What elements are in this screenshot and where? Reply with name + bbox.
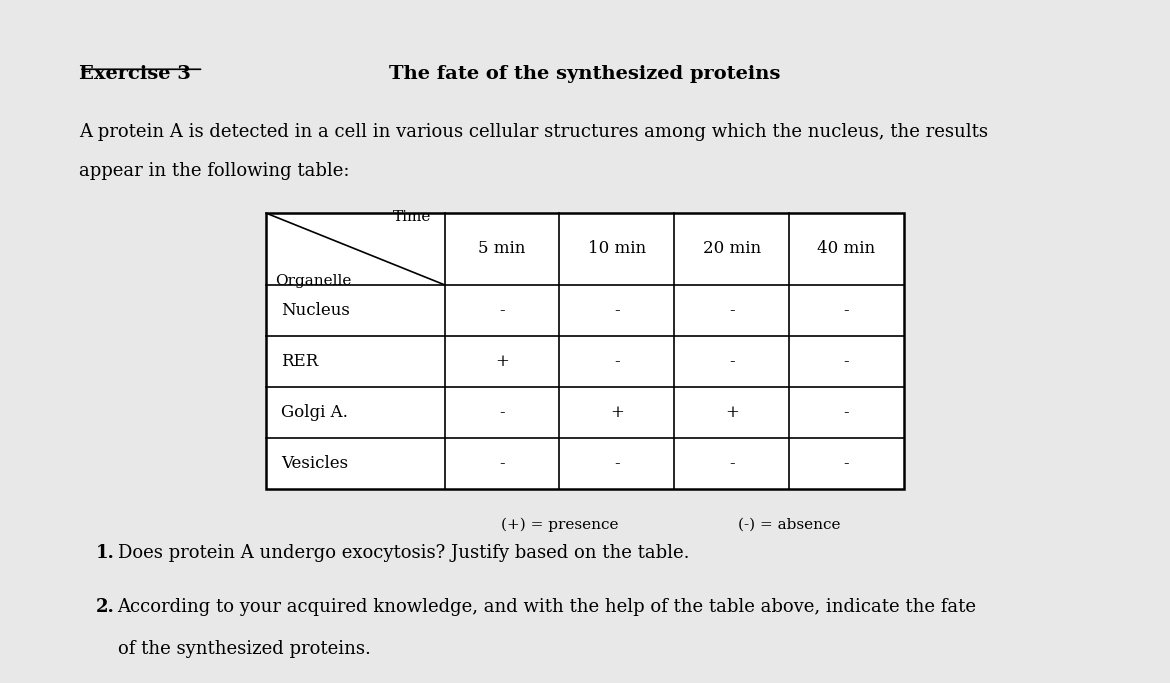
- Text: The fate of the synthesized proteins: The fate of the synthesized proteins: [390, 66, 780, 83]
- Text: 1.: 1.: [96, 544, 115, 561]
- Text: Time: Time: [393, 210, 432, 224]
- Text: -: -: [614, 353, 620, 370]
- Text: -: -: [844, 455, 849, 472]
- Text: -: -: [614, 455, 620, 472]
- Text: (-) = absence: (-) = absence: [738, 518, 840, 532]
- Text: (+) = presence: (+) = presence: [501, 518, 618, 533]
- Text: Vesicles: Vesicles: [282, 455, 349, 472]
- Text: Exercise 3: Exercise 3: [80, 66, 191, 83]
- Text: -: -: [500, 455, 505, 472]
- Text: -: -: [844, 404, 849, 421]
- Text: Nucleus: Nucleus: [282, 302, 350, 319]
- Text: -: -: [614, 302, 620, 319]
- Text: Golgi A.: Golgi A.: [282, 404, 349, 421]
- Text: 20 min: 20 min: [703, 240, 760, 257]
- Text: 2.: 2.: [96, 598, 115, 616]
- Text: -: -: [844, 353, 849, 370]
- Text: 40 min: 40 min: [818, 240, 875, 257]
- Text: -: -: [500, 404, 505, 421]
- Text: of the synthesized proteins.: of the synthesized proteins.: [117, 640, 371, 658]
- Text: A protein A is detected in a cell in various cellular structures among which the: A protein A is detected in a cell in var…: [80, 123, 989, 141]
- Text: +: +: [495, 353, 509, 370]
- Text: appear in the following table:: appear in the following table:: [80, 162, 350, 180]
- Text: 5 min: 5 min: [479, 240, 525, 257]
- Text: +: +: [724, 404, 738, 421]
- Text: +: +: [610, 404, 624, 421]
- Bar: [266, 213, 904, 489]
- Text: Does protein A undergo exocytosis? Justify based on the table.: Does protein A undergo exocytosis? Justi…: [117, 544, 689, 561]
- Text: 10 min: 10 min: [587, 240, 646, 257]
- Text: RER: RER: [282, 353, 318, 370]
- Text: -: -: [844, 302, 849, 319]
- Text: -: -: [729, 455, 735, 472]
- Text: Organelle: Organelle: [275, 274, 351, 288]
- Text: -: -: [729, 302, 735, 319]
- Text: According to your acquired knowledge, and with the help of the table above, indi: According to your acquired knowledge, an…: [117, 598, 977, 616]
- Bar: [266, 213, 904, 489]
- Text: -: -: [500, 302, 505, 319]
- Text: -: -: [729, 353, 735, 370]
